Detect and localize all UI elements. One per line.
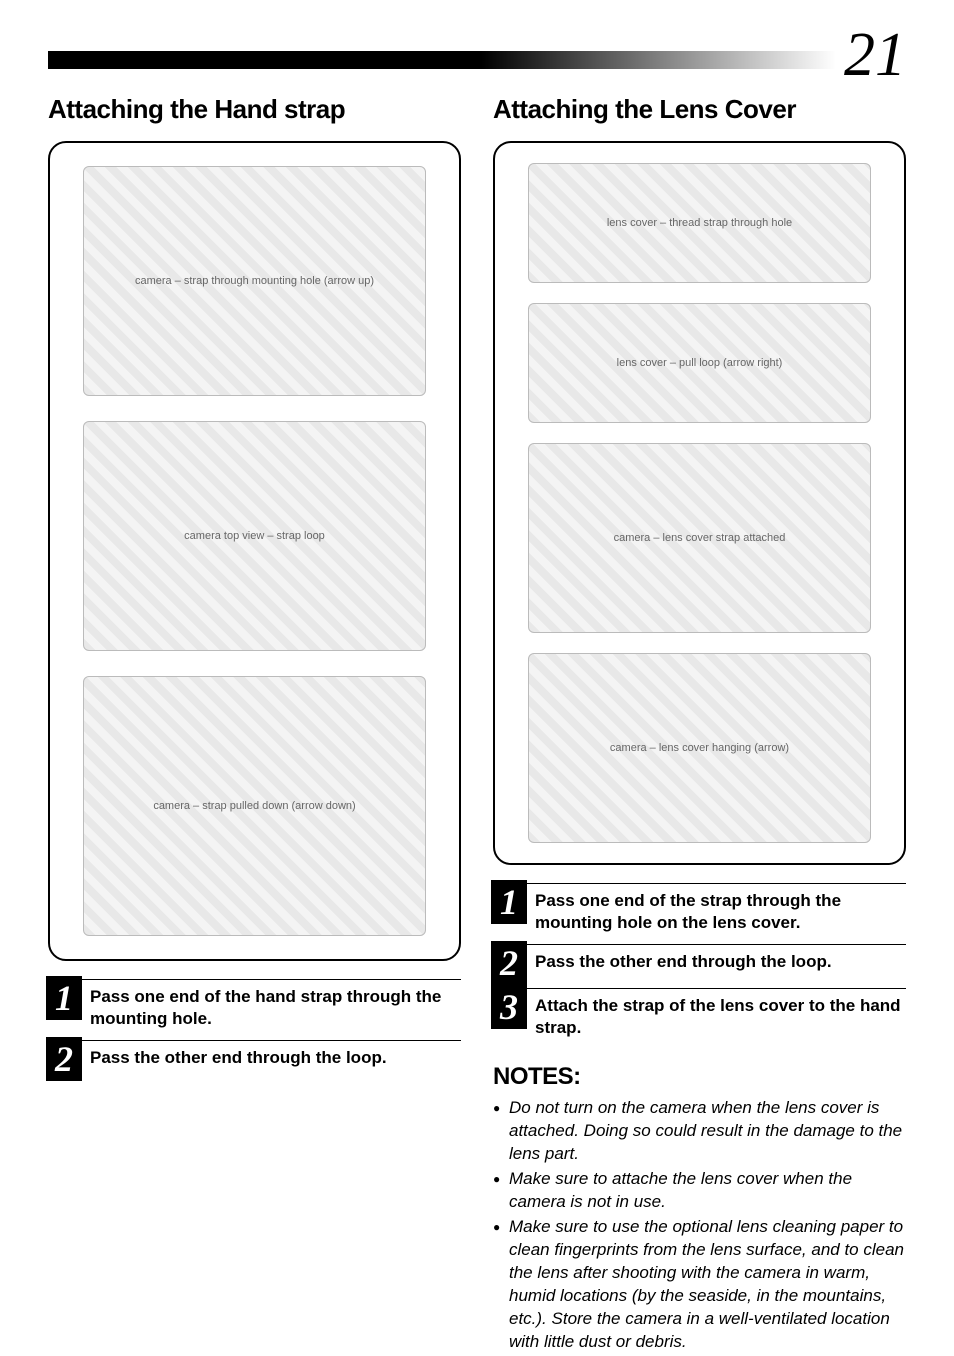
note-item: Make sure to use the optional lens clean… <box>493 1216 906 1354</box>
notes-heading: NOTES: <box>493 1063 906 1091</box>
right-column: Attaching the Lens Cover 1 Pass one end … <box>493 94 906 1312</box>
right-section-title: Attaching the Lens Cover <box>493 94 906 125</box>
step: 2 Pass the other end through the loop. <box>493 944 906 988</box>
step-text: Pass the other end through the loop. <box>90 1047 461 1069</box>
step: 1 Pass one end of the strap through the … <box>493 883 906 944</box>
right-figure-box <box>493 141 906 865</box>
page-header: 21 <box>48 42 906 78</box>
step-number: 1 <box>46 976 82 1020</box>
step-number: 2 <box>46 1037 82 1081</box>
left-section-title: Attaching the Hand strap <box>48 94 461 125</box>
step-text: Attach the strap of the lens cover to th… <box>535 995 906 1039</box>
illustration <box>83 421 425 651</box>
right-steps: 1 Pass one end of the strap through the … <box>493 883 906 1049</box>
left-column: Attaching the Hand strap 1 Pass one end … <box>48 94 461 1312</box>
illustration <box>528 653 870 843</box>
illustration <box>83 676 425 936</box>
step: 1 Pass one end of the hand strap through… <box>48 979 461 1040</box>
notes-list: Do not turn on the camera when the lens … <box>493 1097 906 1355</box>
page-number: 21 <box>844 24 906 86</box>
note-item: Make sure to attache the lens cover when… <box>493 1168 906 1214</box>
step-text: Pass the other end through the loop. <box>535 951 906 973</box>
step-number: 1 <box>491 880 527 924</box>
illustration <box>528 443 870 633</box>
step: 3 Attach the strap of the lens cover to … <box>493 988 906 1049</box>
step: 2 Pass the other end through the loop. <box>48 1040 461 1084</box>
step-text: Pass one end of the strap through the mo… <box>535 890 906 934</box>
step-number: 2 <box>491 941 527 985</box>
illustration <box>83 166 425 396</box>
content-columns: Attaching the Hand strap 1 Pass one end … <box>48 94 906 1312</box>
illustration <box>528 163 870 283</box>
illustration <box>528 303 870 423</box>
note-item: Do not turn on the camera when the lens … <box>493 1097 906 1166</box>
step-number: 3 <box>491 985 527 1029</box>
left-figure-box <box>48 141 461 961</box>
left-steps: 1 Pass one end of the hand strap through… <box>48 979 461 1084</box>
header-gradient-bar <box>48 51 836 69</box>
step-text: Pass one end of the hand strap through t… <box>90 986 461 1030</box>
